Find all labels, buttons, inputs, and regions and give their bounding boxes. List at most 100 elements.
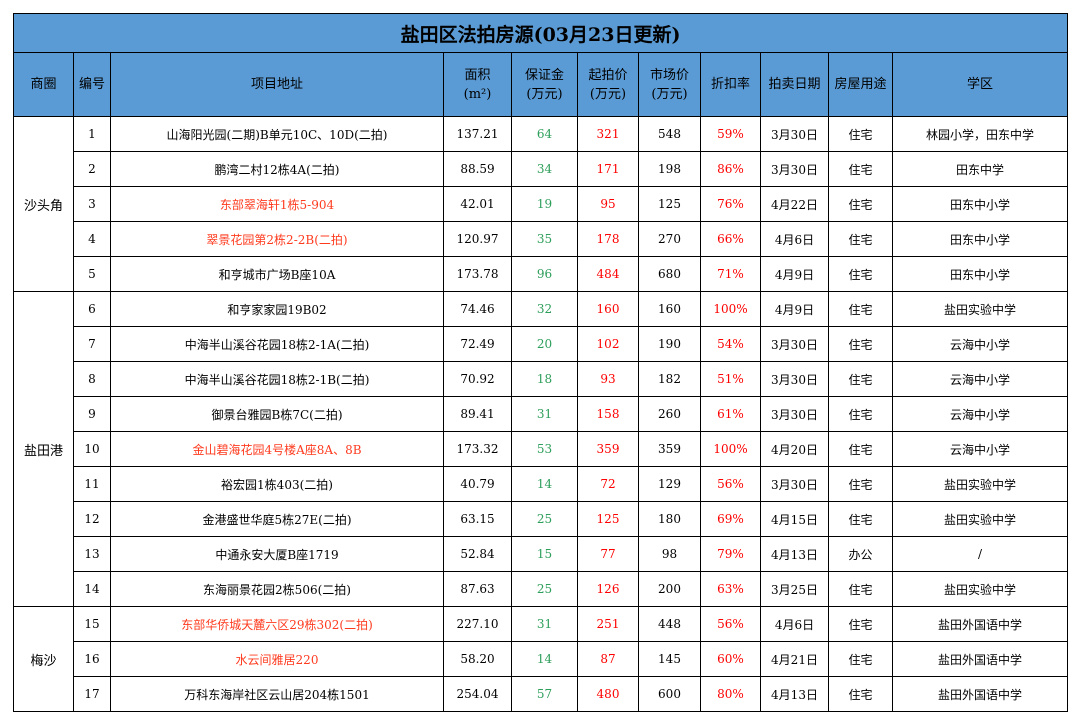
cell-auction-date: 3月25日: [760, 571, 829, 607]
table-row: 17 万科东海岸社区云山居204栋1501 254.04 57 480 600 80% 4月1…: [14, 676, 1069, 712]
cell-school: 云海中小学: [891, 326, 1069, 362]
cell-usage: 住宅: [828, 676, 893, 712]
cell-start-price: 321: [577, 116, 639, 152]
cell-school: 田东中小学: [891, 256, 1069, 292]
cell-address: 山海阳光园(二期)B单元10C、10D(二拍): [110, 116, 444, 152]
cell-usage: 住宅: [828, 396, 893, 432]
cell-start-price: 72: [577, 466, 639, 502]
cell-deposit: 31: [511, 606, 578, 642]
cell-school: 盐田外国语中学: [891, 641, 1069, 677]
cell-auction-date: 4月15日: [760, 501, 829, 537]
cell-area: 87.63: [443, 571, 512, 607]
cell-deposit: 20: [511, 326, 578, 362]
table-row: 16 水云间雅居220 58.20 14 87 145 60% 4月21日 住宅 盐田外国语中学: [14, 641, 1069, 677]
cell-address: 鹏湾二村12栋4A(二拍): [110, 151, 444, 187]
auction-table: 盐田区法拍房源(03月23日更新) 商圈 编号 项目地址 面积 (m²) 保证金 (…: [12, 13, 1069, 712]
cell-discount: 60%: [700, 641, 761, 677]
cell-market-price: 145: [638, 641, 701, 677]
cell-auction-date: 3月30日: [760, 116, 829, 152]
cell-area: 254.04: [443, 676, 512, 712]
cell-address: 万科东海岸社区云山居204栋1501: [110, 676, 444, 712]
cell-discount: 100%: [700, 291, 761, 327]
cell-district: 沙头角: [13, 116, 74, 292]
table-body: 沙头角 1 山海阳光园(二期)B单元10C、10D(二拍) 137.21 64 321 54…: [13, 116, 1069, 712]
cell-start-price: 95: [577, 186, 639, 222]
cell-no: 17: [73, 676, 111, 712]
header-area-label: 面积: [464, 67, 491, 83]
cell-auction-date: 3月30日: [760, 396, 829, 432]
cell-no: 8: [73, 361, 111, 397]
header-area: 面积 (m²): [443, 52, 512, 117]
cell-address: 裕宏园1栋403(二拍): [110, 466, 444, 502]
cell-school: 林园小学，田东中学: [891, 116, 1069, 152]
cell-school: /: [891, 536, 1069, 572]
cell-school: 盐田实验中学: [891, 466, 1069, 502]
cell-address: 东海丽景花园2栋506(二拍): [110, 571, 444, 607]
table-row: 11 裕宏园1栋403(二拍) 40.79 14 72 129 56% 3月30日 住宅 盐田实验…: [14, 466, 1069, 502]
table-row: 3 东部翠海轩1栋5-904 42.01 19 95 125 76% 4月22日 住宅 田东中小学: [14, 186, 1069, 222]
cell-market-price: 190: [638, 326, 701, 362]
cell-start-price: 178: [577, 221, 639, 257]
auction-listing-sheet: 盐田区法拍房源(03月23日更新) 商圈 编号 项目地址 面积 (m²) 保证金 (…: [12, 13, 1069, 712]
cell-discount: 86%: [700, 151, 761, 187]
cell-area: 42.01: [443, 186, 512, 222]
cell-start-price: 125: [577, 501, 639, 537]
cell-market-price: 260: [638, 396, 701, 432]
cell-market-price: 600: [638, 676, 701, 712]
cell-discount: 56%: [700, 606, 761, 642]
cell-deposit: 14: [511, 466, 578, 502]
cell-discount: 76%: [700, 186, 761, 222]
cell-district: 梅沙: [13, 606, 74, 712]
cell-usage: 住宅: [828, 116, 893, 152]
table-row: 7 中海半山溪谷花园18栋2-1A(二拍) 72.49 20 102 190 54% 3月30…: [14, 326, 1069, 362]
cell-no: 11: [73, 466, 111, 502]
cell-discount: 63%: [700, 571, 761, 607]
cell-market-price: 448: [638, 606, 701, 642]
cell-no: 16: [73, 641, 111, 677]
table-title: 盐田区法拍房源(03月23日更新): [12, 13, 1069, 53]
cell-address: 御景台雅园B栋7C(二拍): [110, 396, 444, 432]
header-deposit-label: 保证金: [524, 67, 564, 83]
header-deposit: 保证金 (万元): [511, 52, 578, 117]
cell-no: 12: [73, 501, 111, 537]
cell-school: 盐田实验中学: [891, 571, 1069, 607]
cell-usage: 住宅: [828, 501, 893, 537]
table-row: 14 东海丽景花园2栋506(二拍) 87.63 25 126 200 63% 3月25日 住宅…: [14, 571, 1069, 607]
cell-market-price: 125: [638, 186, 701, 222]
cell-auction-date: 3月30日: [760, 466, 829, 502]
cell-usage: 住宅: [828, 641, 893, 677]
cell-deposit: 34: [511, 151, 578, 187]
header-district: 商圈: [13, 52, 74, 117]
header-no: 编号: [73, 52, 111, 117]
cell-no: 13: [73, 536, 111, 572]
cell-auction-date: 4月9日: [760, 256, 829, 292]
cell-usage: 办公: [828, 536, 893, 572]
cell-auction-date: 4月13日: [760, 676, 829, 712]
cell-school: 盐田实验中学: [891, 291, 1069, 327]
cell-deposit: 19: [511, 186, 578, 222]
cell-no: 15: [73, 606, 111, 642]
cell-start-price: 77: [577, 536, 639, 572]
cell-area: 52.84: [443, 536, 512, 572]
cell-area: 40.79: [443, 466, 512, 502]
cell-area: 88.59: [443, 151, 512, 187]
cell-market-price: 680: [638, 256, 701, 292]
cell-address: 中海半山溪谷花园18栋2-1A(二拍): [110, 326, 444, 362]
cell-address: 东部翠海轩1栋5-904: [110, 186, 444, 222]
cell-area: 173.78: [443, 256, 512, 292]
table-row: 盐田港 6 和亨家家园19B02 74.46 32 160 160 100% 4月9日 住宅 盐田实…: [13, 291, 1069, 607]
cell-discount: 54%: [700, 326, 761, 362]
cell-auction-date: 4月13日: [760, 536, 829, 572]
table-row: 沙头角 1 山海阳光园(二期)B单元10C、10D(二拍) 137.21 64 321 54…: [13, 116, 1069, 292]
cell-auction-date: 4月9日: [760, 291, 829, 327]
cell-no: 5: [73, 256, 111, 292]
cell-address: 水云间雅居220: [110, 641, 444, 677]
cell-auction-date: 4月22日: [760, 186, 829, 222]
cell-market-price: 160: [638, 291, 701, 327]
cell-market-price: 359: [638, 431, 701, 467]
table-row: 梅沙 15 东部华侨城天麓六区29栋302(二拍) 227.10 31 251 448 56%…: [13, 606, 1069, 712]
table-row: 10 金山碧海花园4号楼A座8A、8B 173.32 53 359 359 100% 4月20…: [14, 431, 1069, 467]
cell-market-price: 182: [638, 361, 701, 397]
cell-market-price: 548: [638, 116, 701, 152]
cell-school: 田东中学: [891, 151, 1069, 187]
